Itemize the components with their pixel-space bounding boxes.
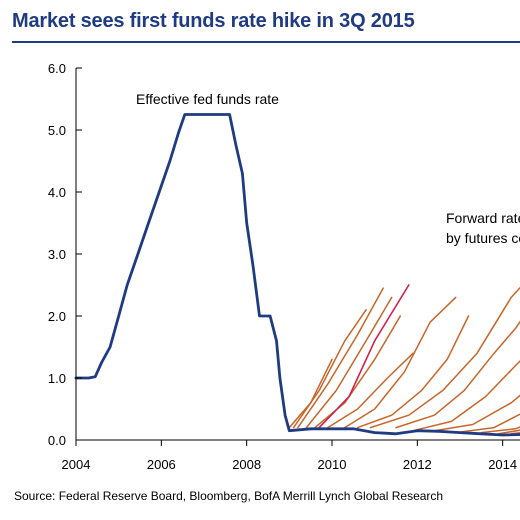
forward-rate-line-6: [326, 352, 414, 429]
forward-rate-line-13: [433, 394, 520, 432]
forward-rate-line-14: [454, 413, 520, 434]
chart-title: Market sees first funds rate hike in 3Q …: [12, 10, 415, 32]
effective-rate-annotation: Effective fed funds rate: [136, 91, 279, 107]
y-tick-label: 3.0: [48, 247, 66, 262]
y-tick-label: 1.0: [48, 371, 66, 386]
forward-rate-line-16: [497, 429, 520, 435]
forward-rate-line-9: [356, 315, 470, 429]
y-tick-label: 0.0: [48, 433, 66, 448]
y-tick-label: 5.0: [48, 123, 66, 138]
forward-rate-line-1: [288, 358, 333, 429]
plot-area: [74, 113, 520, 437]
forward-rate-line-15: [480, 426, 520, 434]
y-tick-label: 2.0: [48, 309, 66, 324]
x-tick-label: 2010: [318, 457, 347, 472]
axes-layer: 0.0 1.0 2.0 3.0 4.0 5.0 6.0 2004 2006 2008 2010 201…: [48, 61, 520, 472]
forward-rates-annotation-line2: by futures contracts: [446, 230, 520, 246]
x-tick-label: 2008: [232, 457, 261, 472]
forward-rate-line-8: [344, 296, 457, 429]
forward-rate-line-12: [412, 359, 520, 432]
forward-rate-line-11: [395, 320, 520, 429]
x-tick-label: 2004: [62, 457, 91, 472]
highlight-rate-line-7: [318, 284, 410, 429]
y-tick-label: 6.0: [48, 61, 66, 76]
x-tick-label: 2006: [147, 457, 176, 472]
series-layer: [74, 113, 520, 437]
effective-rate-line-0: [74, 113, 520, 437]
source-note: Source: Federal Reserve Board, Bloomberg…: [14, 489, 444, 503]
forward-rate-line-4: [305, 296, 393, 429]
annotation-layer: Effective fed funds rate Forward rates i…: [136, 91, 520, 246]
x-tick-label: 2014: [488, 457, 517, 472]
forward-rate-line-5: [314, 315, 402, 429]
forward-rates-annotation-line1: Forward rates implied: [446, 210, 520, 226]
forward-rate-line-10: [369, 286, 520, 429]
title-underline: [12, 41, 520, 43]
forward-rate-line-2: [292, 309, 367, 429]
forward-rate-line-3: [297, 287, 384, 429]
y-tick-label: 4.0: [48, 185, 66, 200]
x-tick-label: 2012: [403, 457, 432, 472]
